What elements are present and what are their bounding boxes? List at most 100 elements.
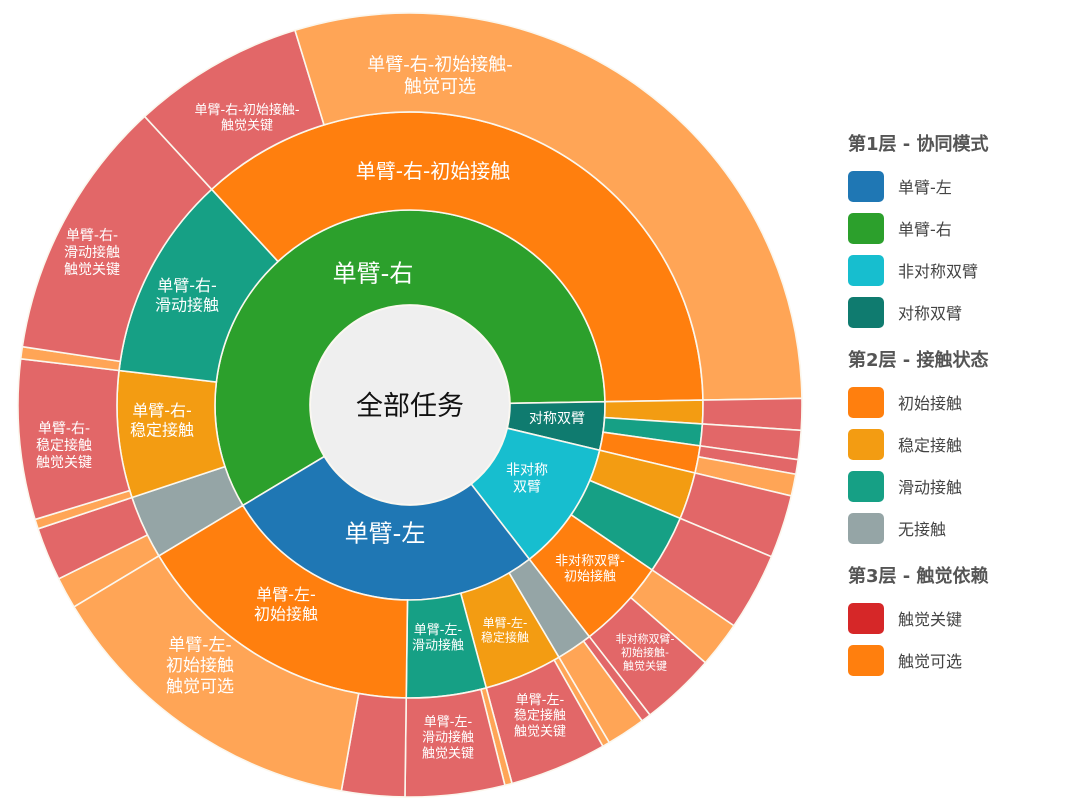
legend-label: 单臂-左 xyxy=(898,178,952,197)
segment-label-line: 单臂-右- xyxy=(66,228,118,244)
sunburst-chart: 全部任务 单臂-右单臂-右-稳定接触单臂-右-稳定接触触觉关键单臂-右-滑动接触… xyxy=(17,12,803,798)
segment-label-2: 非对称双臂 xyxy=(506,463,548,496)
legend-swatch xyxy=(848,212,884,244)
legend-title: 第3层 - 触觉依赖 xyxy=(848,566,989,587)
segment-label-line: 单臂-右- xyxy=(38,421,90,437)
legend-swatch xyxy=(848,470,884,502)
legend-label: 滑动接触 xyxy=(898,478,963,497)
legend-label: 无接触 xyxy=(898,520,947,539)
legend-label: 单臂-右 xyxy=(898,220,952,239)
legend-swatch xyxy=(848,386,884,418)
segment-label-line: 触觉可选 xyxy=(404,76,476,97)
legend-item[interactable]: 单臂-右 xyxy=(848,212,1068,244)
legend-item[interactable]: 单臂-左 xyxy=(848,170,1068,202)
segment-label-2-2-1: 非对称双臂-初始接触-触觉关键 xyxy=(616,632,675,673)
legend-item[interactable]: 滑动接触 xyxy=(848,470,1068,502)
sunburst-segments xyxy=(17,12,803,798)
segment-label-line: 滑动接触 xyxy=(412,638,464,654)
legend-group: 第1层 - 协同模式单臂-左单臂-右非对称双臂对称双臂 xyxy=(848,130,1068,328)
segment-label-line: 稳定接触 xyxy=(514,708,566,724)
segment-label-0-2: 单臂-右-滑动接触 xyxy=(155,276,219,315)
segment-label-line: 单臂-左- xyxy=(414,623,463,638)
segment-label-line: 非对称双臂- xyxy=(555,554,625,569)
segment-label-line: 双臂 xyxy=(513,480,541,496)
legend: 第1层 - 协同模式单臂-左单臂-右非对称双臂对称双臂第2层 - 接触状态初始接… xyxy=(848,130,1068,694)
segment-label-0-1-1: 单臂-右-稳定接触触觉关键 xyxy=(36,421,92,471)
segment-label-line: 触觉关键 xyxy=(64,262,120,278)
legend-item[interactable]: 稳定接触 xyxy=(848,428,1068,460)
legend-item[interactable]: 无接触 xyxy=(848,512,1068,544)
segment-label-line: 非对称双臂- xyxy=(616,632,675,646)
segment-label-line: 单臂-左- xyxy=(168,635,231,655)
segment-label-line: 初始接触- xyxy=(621,645,669,659)
segment-label-1: 对称双臂 xyxy=(529,411,585,427)
segment-label-3-1-1: 单臂-左-稳定接触触觉关键 xyxy=(514,693,566,740)
segment-label-line: 非对称 xyxy=(506,463,548,479)
segment-label-line: 初始接触 xyxy=(564,569,616,585)
sunburst-segment-l3-0-3-1[interactable] xyxy=(293,12,803,401)
segment-label-3: 单臂-左 xyxy=(345,520,426,548)
segment-label-line: 触觉关键 xyxy=(221,119,273,134)
legend-group: 第3层 - 触觉依赖触觉关键触觉可选 xyxy=(848,562,1068,676)
legend-label: 触觉可选 xyxy=(898,652,963,671)
segment-label-line: 单臂-左- xyxy=(483,615,528,630)
legend-swatch xyxy=(848,296,884,328)
segment-label-line: 初始接触 xyxy=(254,605,318,624)
segment-label-0-3: 单臂-右-初始接触 xyxy=(356,159,510,183)
segment-label-line: 触觉可选 xyxy=(166,677,234,697)
segment-label-line: 单臂-右-初始接触- xyxy=(194,102,299,118)
segment-label-line: 对称双臂 xyxy=(529,411,585,427)
segment-label-3-3: 单臂-左-初始接触 xyxy=(254,585,318,624)
legend-swatch xyxy=(848,428,884,460)
sunburst-center[interactable] xyxy=(311,306,509,504)
legend-label: 对称双臂 xyxy=(898,304,963,323)
legend-item[interactable]: 触觉可选 xyxy=(848,644,1068,676)
legend-label: 非对称双臂 xyxy=(898,262,979,281)
segment-label-line: 单臂-右-初始接触- xyxy=(367,55,513,76)
segment-label-line: 单臂-右- xyxy=(132,401,192,420)
segment-label-line: 单臂-左- xyxy=(424,715,473,730)
legend-group: 第2层 - 接触状态初始接触稳定接触滑动接触无接触 xyxy=(848,346,1068,544)
legend-swatch xyxy=(848,170,884,202)
segment-label-0: 单臂-右 xyxy=(333,260,414,288)
segment-label-line: 单臂-左 xyxy=(345,520,426,548)
sunburst-segment-l3-3-3-1[interactable] xyxy=(72,554,360,792)
segment-label-line: 触觉关键 xyxy=(623,658,667,672)
center-label: 全部任务 xyxy=(356,391,464,422)
segment-label-3-2: 单臂-左-滑动接触 xyxy=(412,623,464,654)
legend-label: 初始接触 xyxy=(898,394,963,413)
segment-label-line: 初始接触 xyxy=(166,656,234,676)
segment-label-3-1: 单臂-左-稳定接触 xyxy=(481,615,529,645)
segment-label-line: 触觉关键 xyxy=(514,725,566,740)
segment-label-line: 单臂-右-初始接触 xyxy=(356,159,510,183)
segment-label-3-2-1: 单臂-左-滑动接触触觉关键 xyxy=(422,715,474,762)
segment-label-line: 滑动接触 xyxy=(422,730,474,746)
segment-label-line: 触觉关键 xyxy=(422,747,474,762)
segment-label-2-2: 非对称双臂-初始接触 xyxy=(555,554,625,585)
segment-label-line: 触觉关键 xyxy=(36,455,92,471)
segment-label-0-2-1: 单臂-右-滑动接触触觉关键 xyxy=(64,228,120,278)
sunburst-labels: 单臂-右单臂-右-稳定接触单臂-右-稳定接触触觉关键单臂-右-滑动接触单臂-右-… xyxy=(36,55,675,762)
segment-label-line: 稳定接触 xyxy=(36,437,92,454)
segment-label-3-3-1: 单臂-左-初始接触触觉可选 xyxy=(166,635,234,696)
legend-title: 第2层 - 接触状态 xyxy=(848,350,989,371)
legend-label: 触觉关键 xyxy=(898,610,963,629)
legend-item[interactable]: 对称双臂 xyxy=(848,296,1068,328)
segment-label-line: 单臂-左- xyxy=(256,585,316,604)
segment-label-0-3-1: 单臂-右-初始接触-触觉可选 xyxy=(367,55,513,98)
segment-label-0-3-0: 单臂-右-初始接触-触觉关键 xyxy=(194,102,299,134)
legend-item[interactable]: 初始接触 xyxy=(848,386,1068,418)
legend-swatch xyxy=(848,512,884,544)
legend-label: 稳定接触 xyxy=(898,436,963,455)
legend-item[interactable]: 非对称双臂 xyxy=(848,254,1068,286)
legend-item[interactable]: 触觉关键 xyxy=(848,602,1068,634)
legend-swatch xyxy=(848,644,884,676)
segment-label-line: 滑动接触 xyxy=(155,296,219,315)
segment-label-line: 单臂-右- xyxy=(157,276,217,295)
segment-label-line: 稳定接触 xyxy=(481,630,529,645)
segment-label-line: 单臂-右 xyxy=(333,260,414,288)
segment-label-line: 单臂-左- xyxy=(516,693,565,708)
segment-label-line: 稳定接触 xyxy=(130,421,194,440)
legend-title: 第1层 - 协同模式 xyxy=(848,134,989,155)
segment-label-0-1: 单臂-右-稳定接触 xyxy=(130,401,194,440)
